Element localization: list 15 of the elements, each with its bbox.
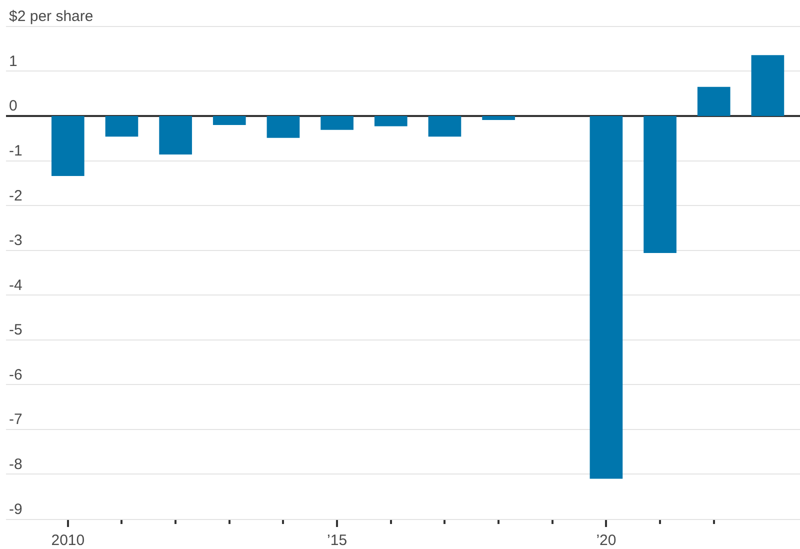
y-tick-label: -3 <box>9 232 22 250</box>
y-tick-label: -6 <box>9 366 22 384</box>
y-tick-label: -2 <box>9 187 22 204</box>
y-tick-label: -7 <box>9 411 22 428</box>
y-tick-label: 0 <box>9 98 18 115</box>
x-tick-label: ’15 <box>327 532 348 549</box>
y-tick-label: 1 <box>9 52 18 70</box>
y-tick-label: -1 <box>9 142 22 160</box>
x-tick-label: 2010 <box>51 532 85 549</box>
y-tick-label: -8 <box>9 456 22 473</box>
y-tick-label: -4 <box>9 276 22 294</box>
x-tick-label: ’20 <box>596 532 616 549</box>
y-tick-label: $2 per share <box>9 8 94 26</box>
y-tick-label: -9 <box>9 500 22 518</box>
y-tick-label: -5 <box>9 322 22 339</box>
